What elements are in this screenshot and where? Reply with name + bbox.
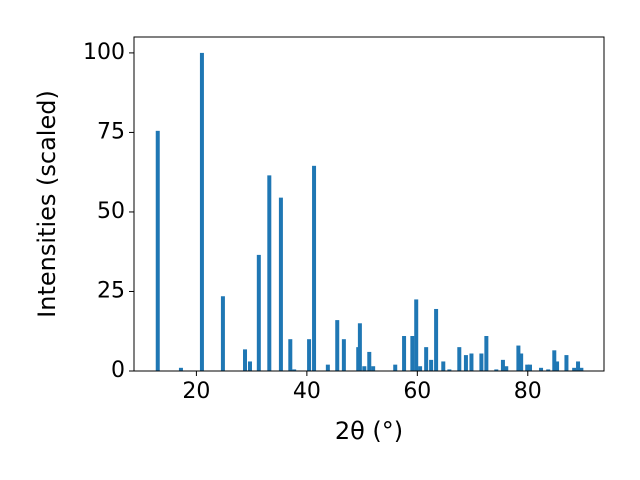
bar: [555, 361, 560, 371]
x-tick-label: 20: [182, 379, 210, 404]
bar: [341, 339, 346, 371]
bar: [519, 353, 524, 371]
bar: [572, 367, 577, 371]
bar: [418, 366, 423, 371]
bar: [414, 299, 419, 371]
bar: [579, 367, 584, 371]
bar: [371, 366, 376, 371]
bar: [546, 369, 551, 371]
bar: [469, 353, 474, 371]
bar: [516, 345, 521, 371]
bar: [484, 336, 489, 371]
bar: [527, 364, 532, 371]
bar: [199, 52, 204, 372]
bar: [402, 336, 407, 371]
bar: [429, 359, 434, 371]
y-axis-label: Intensities (scaled): [33, 90, 61, 318]
x-tick-label: 60: [403, 379, 431, 404]
bar: [178, 367, 183, 371]
bar: [292, 369, 297, 371]
bar: [504, 366, 509, 371]
bar: [500, 359, 505, 371]
y-tick-label: 75: [97, 119, 125, 144]
bar: [564, 355, 569, 371]
y-tick-label: 50: [97, 199, 125, 224]
bar: [434, 308, 439, 371]
bar: [312, 165, 317, 371]
bar: [447, 369, 452, 371]
bar: [463, 355, 468, 371]
bar: [357, 323, 362, 371]
bar: [410, 336, 415, 371]
bar: [457, 347, 462, 371]
bar: [525, 364, 530, 371]
bar: [424, 347, 429, 371]
bar: [243, 349, 248, 371]
plot-frame: [133, 36, 605, 372]
bar: [441, 361, 446, 371]
y-tick-label: 25: [97, 278, 125, 303]
bar: [576, 361, 581, 371]
bar: [155, 130, 160, 371]
bar: [288, 339, 293, 371]
y-tick-label: 0: [111, 358, 125, 383]
bar: [552, 350, 557, 371]
x-axis-label: 2θ (°): [335, 417, 403, 445]
bar: [278, 197, 283, 371]
bar: [393, 364, 398, 371]
bar: [256, 254, 261, 371]
bar: [367, 351, 372, 371]
bar: [247, 361, 252, 371]
bar: [267, 175, 272, 371]
bar: [539, 367, 544, 371]
y-tick-label: 100: [83, 40, 125, 65]
x-tick-label: 40: [293, 379, 321, 404]
bar: [479, 353, 484, 371]
bar: [325, 364, 330, 371]
bar: [220, 296, 225, 371]
bar: [307, 339, 312, 371]
bar: [335, 320, 340, 371]
x-tick-label: 80: [514, 379, 542, 404]
bar: [494, 369, 499, 371]
bar: [362, 366, 367, 371]
